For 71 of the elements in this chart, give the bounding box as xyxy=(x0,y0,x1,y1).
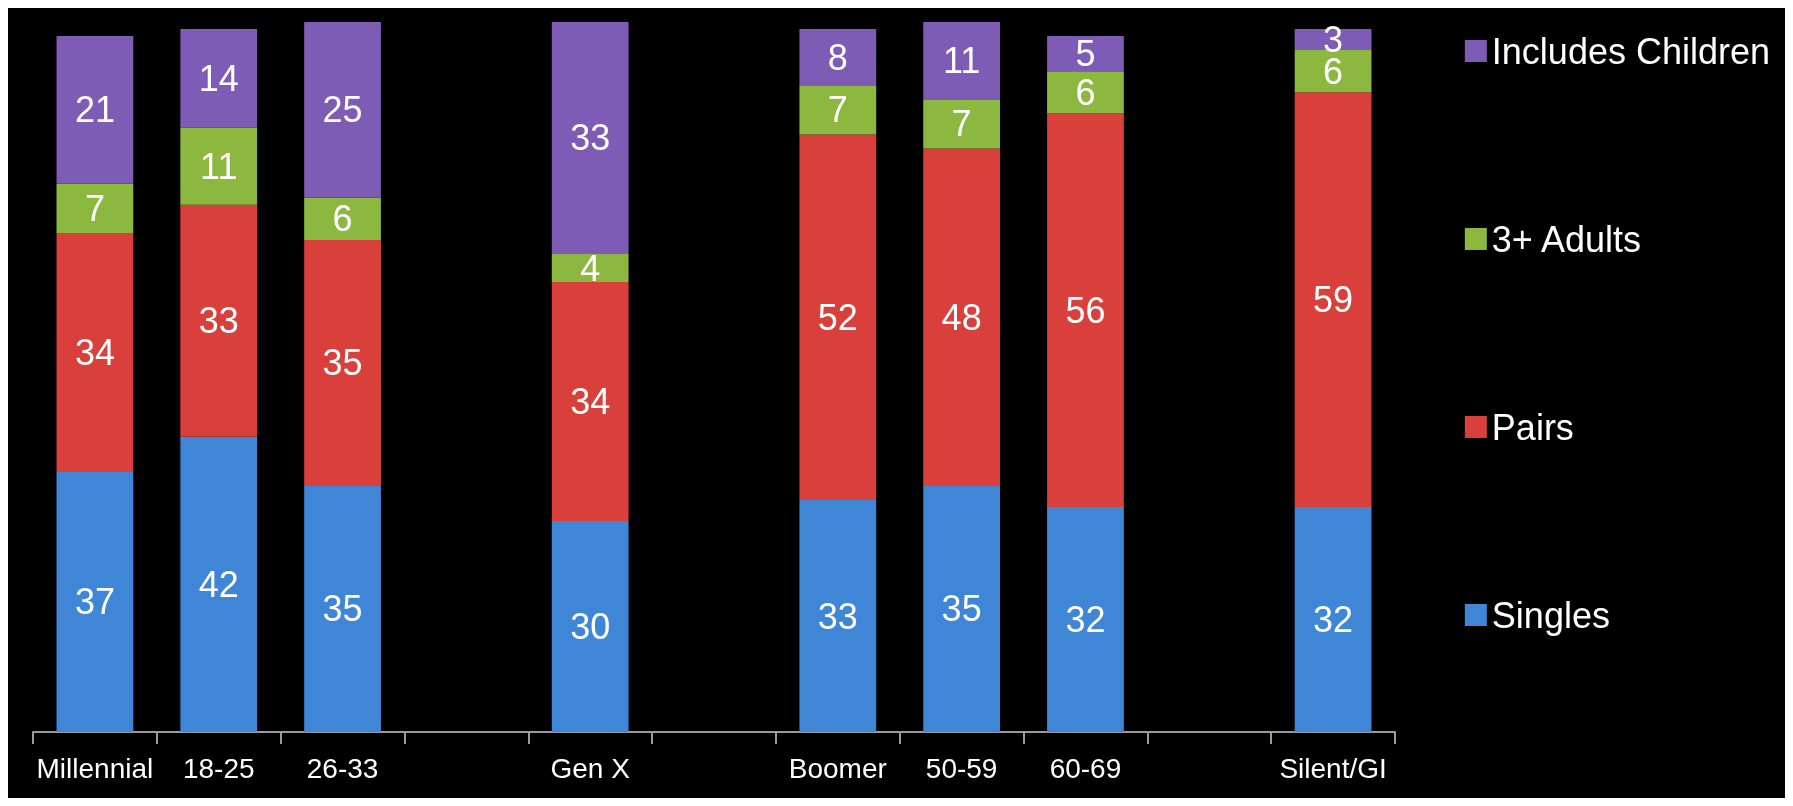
x-tick-label: 18-25 xyxy=(182,752,255,784)
data-label: 4 xyxy=(580,247,601,289)
bar xyxy=(180,436,258,732)
x-tick-label: Millennial xyxy=(36,752,154,784)
legend-label: Includes Children xyxy=(1491,30,1770,72)
bar xyxy=(923,99,1001,149)
bar xyxy=(551,253,629,283)
bar xyxy=(56,471,134,732)
data-label: 14 xyxy=(198,57,239,99)
bar xyxy=(304,485,381,732)
data-label: 34 xyxy=(570,381,611,423)
x-tick-label: Boomer xyxy=(788,752,887,784)
data-label: 59 xyxy=(1313,279,1354,321)
x-tick-label: Silent/GI xyxy=(1279,752,1387,784)
bar xyxy=(1047,507,1124,732)
bar xyxy=(56,232,134,472)
x-tick-label: 50-59 xyxy=(925,752,998,784)
bar xyxy=(1047,36,1124,72)
data-label: 21 xyxy=(74,89,115,131)
bar xyxy=(1047,113,1124,508)
bar xyxy=(923,148,1001,486)
bar xyxy=(799,29,877,86)
data-label: 37 xyxy=(74,581,115,623)
bar xyxy=(180,127,258,205)
data-label: 48 xyxy=(941,296,982,338)
data-label: 35 xyxy=(322,588,363,630)
bar xyxy=(1294,507,1372,732)
data-label: 34 xyxy=(74,331,115,373)
data-label: 7 xyxy=(827,89,848,131)
legend-label: Pairs xyxy=(1491,406,1574,448)
bar xyxy=(304,22,381,198)
data-label: 7 xyxy=(84,187,105,229)
data-label: 42 xyxy=(198,563,239,605)
bar xyxy=(1047,71,1124,114)
data-label: 33 xyxy=(570,117,611,159)
bar xyxy=(923,22,1001,100)
bar xyxy=(551,521,629,732)
bar xyxy=(551,282,629,522)
data-label: 32 xyxy=(1313,599,1354,641)
data-label: 6 xyxy=(332,198,353,240)
bar xyxy=(551,22,629,254)
bar xyxy=(304,197,381,240)
data-label: 32 xyxy=(1065,599,1106,641)
bar xyxy=(923,485,1001,732)
bar xyxy=(1294,50,1372,93)
bar xyxy=(799,85,877,135)
legend-label: Singles xyxy=(1491,594,1610,636)
data-label: 25 xyxy=(322,89,363,131)
bar xyxy=(180,29,258,128)
x-tick-label: 26-33 xyxy=(306,752,379,784)
data-label: 56 xyxy=(1065,289,1106,331)
data-label: 52 xyxy=(817,296,858,338)
x-tick-label: Gen X xyxy=(550,752,631,784)
bar xyxy=(799,134,877,501)
data-label: 33 xyxy=(198,300,239,342)
data-label: 11 xyxy=(200,145,238,187)
data-label: 8 xyxy=(827,36,848,78)
bar xyxy=(304,239,381,486)
data-label: 7 xyxy=(951,103,972,145)
data-label: 30 xyxy=(570,606,611,648)
bar xyxy=(1294,92,1372,508)
data-label: 11 xyxy=(942,40,981,82)
bar xyxy=(799,500,877,732)
legend-label: 3+ Adults xyxy=(1491,218,1641,260)
x-tick-label: 60-69 xyxy=(1049,752,1122,784)
data-label: 33 xyxy=(817,595,858,637)
data-label: 35 xyxy=(322,342,363,384)
data-label: 35 xyxy=(941,588,982,630)
bar xyxy=(56,183,134,233)
bar xyxy=(180,204,258,437)
bar xyxy=(56,36,134,184)
